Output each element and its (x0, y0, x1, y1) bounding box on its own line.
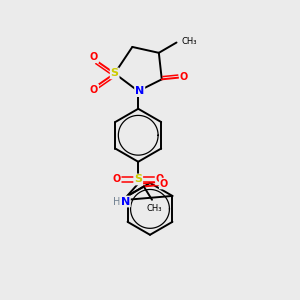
Text: O: O (90, 52, 98, 62)
Text: CH₃: CH₃ (182, 37, 197, 46)
Text: S: S (134, 174, 142, 184)
Text: S: S (111, 68, 119, 78)
Text: N: N (121, 196, 130, 206)
Text: O: O (180, 72, 188, 82)
Text: O: O (112, 174, 121, 184)
Text: N: N (135, 86, 144, 96)
Text: H: H (113, 196, 121, 206)
Text: O: O (90, 85, 98, 94)
Text: CH₃: CH₃ (146, 204, 161, 213)
Text: O: O (160, 178, 168, 189)
Text: O: O (156, 174, 164, 184)
